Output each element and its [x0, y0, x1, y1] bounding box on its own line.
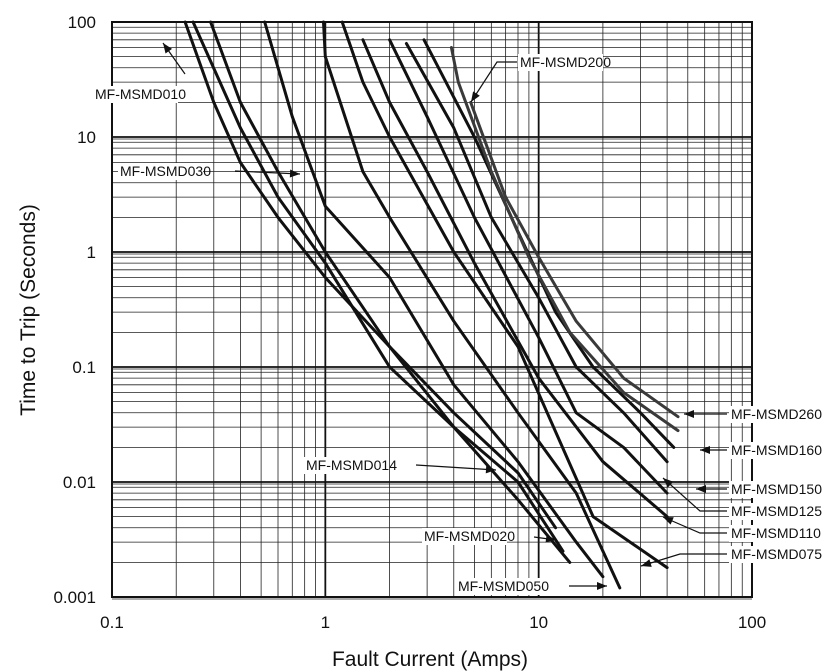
y-tick-label: 10 [77, 128, 96, 147]
callout-arrowhead [663, 517, 674, 525]
callout-arrowhead [700, 446, 710, 454]
callout-label-background [729, 406, 814, 423]
callout-label: MF-MSMD020 [424, 528, 515, 544]
callout-arrowhead [471, 91, 480, 102]
series-curve-mf-msmd200 [449, 46, 680, 433]
callout-leader-line [470, 61, 517, 103]
callout-leader-line [640, 553, 727, 567]
callout-label: MF-MSMD014 [306, 457, 397, 473]
y-tick-label: 100 [68, 13, 96, 32]
callout-label-background [422, 528, 507, 545]
callout-mf-msmd020: MF-MSMD020 [422, 528, 557, 545]
callout-mf-msmd075: MF-MSMD075 [640, 546, 822, 567]
callout-label: MF-MSMD200 [520, 54, 611, 70]
chart-curves [183, 20, 680, 590]
y-tick-label: 0.001 [53, 588, 96, 607]
callout-label: MF-MSMD150 [731, 481, 822, 497]
chart-callouts: MF-MSMD010 MF-MSMD030 MF-MSMD200 MF-MSMD014… [93, 42, 822, 595]
callout-mf-msmd125: MF-MSMD125 [662, 477, 822, 520]
callout-mf-msmd010: MF-MSMD010 [93, 42, 186, 103]
callout-mf-msmd160: MF-MSMD160 [700, 442, 822, 459]
callout-label: MF-MSMD075 [731, 546, 822, 562]
callout-label-background [93, 86, 178, 103]
callout-leader-line [234, 170, 301, 175]
callout-label-background [304, 457, 389, 474]
callout-mf-msmd030: MF-MSMD030 [118, 163, 301, 180]
callout-arrowhead [163, 43, 173, 54]
y-axis-title: Time to Trip (Seconds) [17, 204, 40, 416]
callout-arrowhead [663, 478, 674, 488]
chart-grid [111, 21, 753, 600]
callout-mf-msmd260: MF-MSMD260 [684, 406, 822, 423]
callout-label-background [729, 525, 814, 542]
series-curve-mf-msmd020 [209, 20, 572, 564]
x-tick-label: 10 [529, 613, 548, 632]
series-curve-mf-msmd125 [388, 38, 669, 495]
callout-arrowhead [289, 169, 300, 178]
callout-arrowhead [485, 465, 496, 474]
callout-arrowhead [684, 410, 694, 418]
y-tick-label: 1 [87, 243, 96, 262]
callout-label-background [456, 578, 541, 595]
x-axis-title: Fault Current (Amps) [332, 648, 528, 671]
series-curve-mf-msmd150 [404, 42, 669, 464]
callout-label: MF-MSMD160 [731, 442, 822, 458]
callout-mf-msmd150: MF-MSMD150 [696, 481, 822, 498]
x-tick-label: 0.1 [100, 613, 124, 632]
y-tick-label: 0.1 [72, 358, 96, 377]
y-tick-label: 0.01 [63, 473, 96, 492]
callout-label: MF-MSMD030 [120, 163, 211, 179]
callout-arrowhead [641, 559, 652, 567]
callout-label-background [118, 163, 203, 180]
callout-arrowhead [597, 582, 607, 590]
series-curve-mf-msmd050 [322, 20, 622, 590]
callout-label-background [729, 503, 814, 520]
x-tick-label: 1 [321, 613, 330, 632]
series-curve-mf-msmd110 [361, 38, 669, 519]
callout-arrowhead [545, 534, 556, 543]
series-curve-mf-msmd030 [263, 20, 605, 579]
callout-mf-msmd014: MF-MSMD014 [304, 457, 497, 474]
plot-frame [111, 21, 753, 598]
callout-label-background [729, 442, 814, 459]
x-tick-label: 100 [738, 613, 766, 632]
callout-label-background [518, 54, 603, 71]
callout-label: MF-MSMD125 [731, 503, 822, 519]
callout-label-background [729, 546, 814, 563]
callout-label: MF-MSMD010 [95, 86, 186, 102]
callout-mf-msmd200: MF-MSMD200 [470, 54, 611, 103]
series-curve-mf-msmd010 [183, 20, 558, 530]
callout-label: MF-MSMD050 [458, 578, 549, 594]
callout-mf-msmd050: MF-MSMD050 [456, 578, 607, 595]
callout-label: MF-MSMD260 [731, 406, 822, 422]
callout-leader-line [662, 516, 727, 534]
callout-leader-line [415, 464, 497, 471]
callout-mf-msmd110: MF-MSMD110 [662, 516, 821, 542]
series-curve-mf-msmd160 [422, 38, 676, 449]
callout-arrowhead [696, 485, 706, 493]
series-curve-mf-msmd075 [340, 20, 669, 570]
callout-label: MF-MSMD110 [731, 525, 821, 541]
series-curve-mf-msmd260 [469, 100, 680, 419]
callout-leader-line [662, 477, 727, 512]
chart-tick-labels: 0.1 1 10 100 0.001 0.01 0.1 1 10 100 [53, 13, 766, 632]
series-curve-mf-msmd014 [191, 20, 565, 553]
callout-label-background [729, 481, 814, 498]
